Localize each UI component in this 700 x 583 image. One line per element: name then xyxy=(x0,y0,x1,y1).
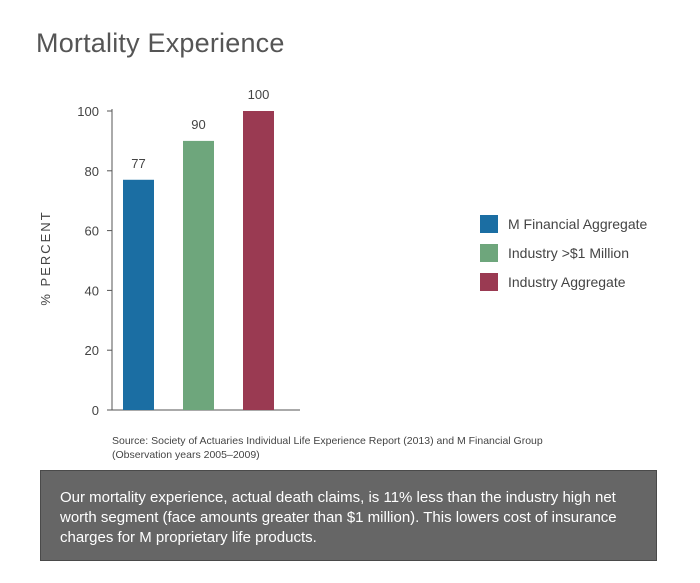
y-axis-label: % PERCENT xyxy=(38,210,53,305)
y-tick-label: 20 xyxy=(85,343,99,358)
legend-item: Industry >$1 Million xyxy=(480,244,647,262)
y-tick-label: 80 xyxy=(85,164,99,179)
legend: M Financial Aggregate Industry >$1 Milli… xyxy=(480,215,647,302)
legend-item: Industry Aggregate xyxy=(480,273,647,291)
legend-label: Industry >$1 Million xyxy=(508,245,630,261)
source-line-2: (Observation years 2005–2009) xyxy=(112,449,260,461)
bar xyxy=(123,179,154,410)
legend-label: Industry Aggregate xyxy=(508,274,626,290)
legend-swatch xyxy=(480,244,498,262)
legend-swatch xyxy=(480,273,498,291)
bar-data-label: 90 xyxy=(191,117,205,132)
bar-chart: 0 20 40 60 80 100 % PERCENT 77 90 100 xyxy=(38,87,300,418)
y-tick-label: 40 xyxy=(85,283,99,298)
chart-title: Mortality Experience xyxy=(36,28,285,58)
legend-label: M Financial Aggregate xyxy=(508,216,648,232)
y-tick-label: 0 xyxy=(92,403,99,418)
legend-item: M Financial Aggregate xyxy=(480,215,647,233)
source-line-1: Source: Society of Actuaries Individual … xyxy=(112,435,543,447)
bar xyxy=(243,111,274,410)
source-note: Source: Society of Actuaries Individual … xyxy=(112,434,592,462)
bar xyxy=(183,140,214,410)
y-tick-label: 60 xyxy=(85,224,99,239)
y-tick-label: 100 xyxy=(77,104,99,119)
bar-data-label: 100 xyxy=(248,87,270,102)
legend-swatch xyxy=(480,215,498,233)
callout-box: Our mortality experience, actual death c… xyxy=(40,470,657,561)
bar-data-label: 77 xyxy=(131,156,145,171)
